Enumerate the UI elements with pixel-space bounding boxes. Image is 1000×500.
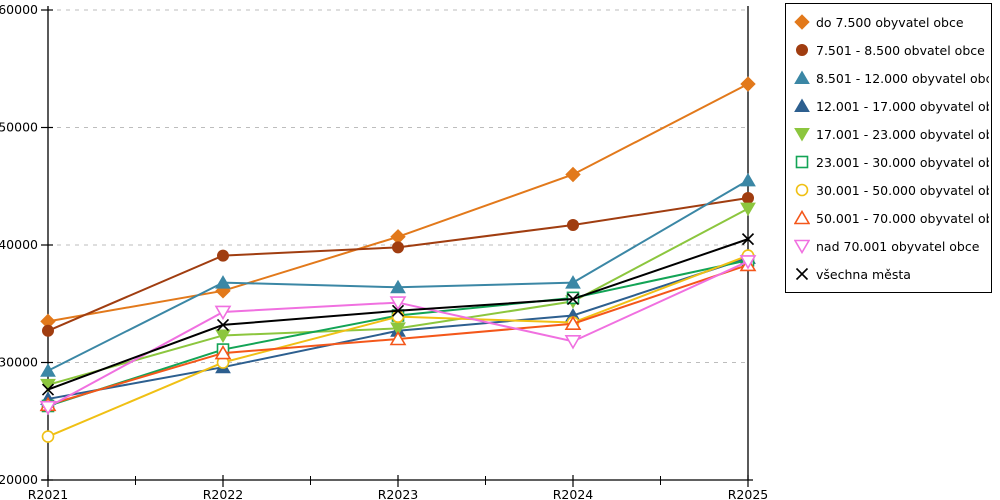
circle-legend-marker-icon: [796, 44, 808, 56]
data-point-marker: [390, 279, 406, 294]
legend-item: všechna města: [794, 263, 989, 285]
data-point-marker: [565, 166, 581, 183]
data-point-marker: [214, 345, 232, 360]
y-tick-label: 40000: [0, 237, 38, 252]
data-point-marker: [794, 210, 810, 225]
legend-label: 23.001 - 30.000 obyvatel obc...: [816, 154, 989, 170]
data-point-marker: [740, 76, 756, 92]
data-point-marker: [389, 330, 407, 346]
triangle-up-legend-marker-icon: [794, 70, 810, 84]
data-point-marker: [41, 383, 55, 396]
legend-label: 12.001 - 17.000 obyvatel obc...: [816, 98, 989, 114]
legend-label: 17.001 - 23.000 obyvatel obc...: [816, 126, 989, 142]
data-point-marker: [215, 275, 231, 289]
y-tick-label: 30000: [0, 355, 38, 370]
legend-item: 17.001 - 23.000 obyvatel obc...: [794, 123, 989, 145]
data-point-marker: [796, 44, 808, 56]
data-point-marker: [795, 183, 809, 197]
legend-item: 8.501 - 12.000 obyvatel obce: [794, 67, 989, 89]
data-point-marker: [794, 70, 810, 84]
data-point-marker: [794, 14, 810, 30]
data-point-marker: [567, 219, 579, 232]
data-point-marker: [794, 128, 810, 142]
legend-label: 8.501 - 12.000 obyvatel obce: [816, 70, 989, 86]
data-point-marker: [392, 241, 404, 254]
triangle-up-legend-marker-icon: [794, 210, 810, 225]
legend-item: 50.001 - 70.000 obyvatel obc...: [794, 207, 989, 229]
x-tick-label: R2022: [203, 487, 244, 500]
legend-item: nad 70.001 obyvatel obce: [794, 235, 989, 257]
square-legend-marker-icon: [795, 155, 809, 169]
legend-item: 30.001 - 50.000 obyvatel obc...: [794, 179, 989, 201]
legend-label: do 7.500 obyvatel obce: [816, 14, 964, 30]
legend-item: do 7.500 obyvatel obce: [794, 11, 989, 33]
data-point-marker: [216, 318, 230, 331]
data-point-marker: [391, 310, 405, 323]
y-tick-label: 60000: [0, 2, 38, 17]
data-point-marker: [39, 400, 57, 416]
x-tick-label: R2024: [553, 487, 594, 500]
x-legend-marker-icon: [795, 267, 809, 281]
x-tick-label: R2023: [378, 487, 419, 500]
legend-label: 30.001 - 50.000 obyvatel obc...: [816, 182, 989, 198]
legend-label: všechna města: [816, 266, 911, 282]
x-tick-label: R2021: [28, 487, 69, 500]
data-point-marker: [740, 202, 756, 217]
data-point-marker: [741, 233, 755, 246]
data-point-marker: [564, 315, 582, 331]
data-point-marker: [794, 239, 810, 254]
data-point-marker: [215, 329, 231, 343]
data-point-marker: [391, 304, 405, 317]
data-point-marker: [565, 275, 581, 289]
data-point-marker: [214, 305, 232, 321]
data-point-marker: [564, 335, 582, 350]
legend-label: 50.001 - 70.000 obyvatel obc...: [816, 210, 989, 226]
triangle-down-legend-marker-icon: [794, 239, 810, 254]
legend: do 7.500 obyvatel obce 7.501 - 8.500 obva…: [785, 3, 992, 293]
data-point-marker: [42, 324, 54, 337]
diamond-legend-marker-icon: [794, 14, 810, 30]
circle-legend-marker-icon: [795, 183, 809, 197]
data-point-marker: [740, 172, 756, 187]
triangle-up-legend-marker-icon: [794, 98, 810, 112]
data-point-marker: [795, 155, 809, 169]
legend-item: 7.501 - 8.500 obvatel obce: [794, 39, 989, 61]
legend-label: nad 70.001 obyvatel obce: [816, 238, 980, 254]
data-point-marker: [41, 430, 55, 443]
data-point-marker: [742, 192, 754, 204]
triangle-down-legend-marker-icon: [794, 128, 810, 142]
legend-item: 23.001 - 30.000 obyvatel obc...: [794, 151, 989, 173]
y-tick-label: 50000: [0, 120, 38, 135]
data-point-marker: [795, 267, 809, 281]
y-tick-label: 20000: [0, 472, 38, 487]
line-chart-canvas: 20000 30000 40000 50000 60000 R2021 R2022 R2023…: [0, 2, 769, 500]
data-point-marker: [739, 255, 757, 270]
legend-item: 12.001 - 17.000 obyvatel obc...: [794, 95, 989, 117]
data-point-marker: [217, 249, 229, 262]
data-point-marker: [40, 363, 56, 377]
legend-label: 7.501 - 8.500 obvatel obce: [816, 42, 985, 58]
x-tick-label: R2025: [728, 487, 769, 500]
data-point-marker: [389, 296, 407, 311]
data-point-marker: [794, 98, 810, 112]
data-point-marker: [566, 292, 580, 306]
